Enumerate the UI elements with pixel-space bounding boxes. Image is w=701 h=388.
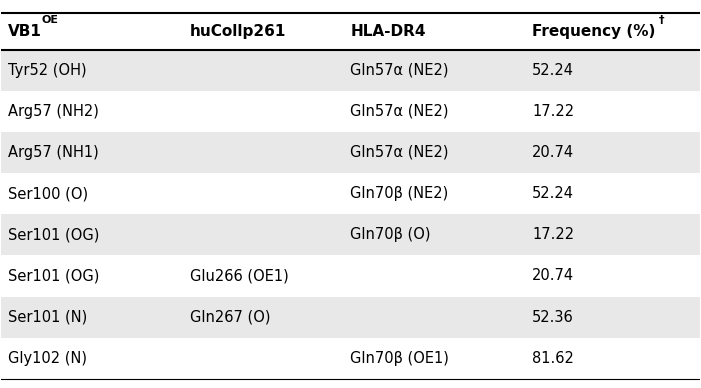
Text: HLA-DR4: HLA-DR4 [350,24,426,39]
Text: Tyr52 (OH): Tyr52 (OH) [8,62,87,78]
Text: 17.22: 17.22 [532,227,574,242]
Text: 17.22: 17.22 [532,104,574,119]
Text: 20.74: 20.74 [532,145,574,160]
FancyBboxPatch shape [1,296,700,338]
Text: Frequency (%): Frequency (%) [532,24,655,39]
Text: Ser100 (O): Ser100 (O) [8,186,88,201]
Text: Gln57α (NE2): Gln57α (NE2) [350,104,449,119]
FancyBboxPatch shape [1,50,700,91]
Text: Arg57 (NH2): Arg57 (NH2) [8,104,100,119]
Text: 52.24: 52.24 [532,186,574,201]
Text: 20.74: 20.74 [532,268,574,284]
Text: Gln70β (O): Gln70β (O) [350,227,431,242]
Text: Ser101 (OG): Ser101 (OG) [8,227,100,242]
Text: Gln57α (NE2): Gln57α (NE2) [350,62,449,78]
Text: Ser101 (OG): Ser101 (OG) [8,268,100,284]
FancyBboxPatch shape [1,214,700,255]
Text: OE: OE [41,16,58,26]
Text: 52.24: 52.24 [532,62,574,78]
Text: huCollp261: huCollp261 [190,24,286,39]
Text: 81.62: 81.62 [532,351,574,366]
Text: Gln70β (NE2): Gln70β (NE2) [350,186,449,201]
Text: Gln57α (NE2): Gln57α (NE2) [350,145,449,160]
Text: †: † [659,16,665,26]
Text: Gly102 (N): Gly102 (N) [8,351,88,366]
Text: Gln70β (OE1): Gln70β (OE1) [350,351,449,366]
Text: Glu266 (OE1): Glu266 (OE1) [190,268,289,284]
Text: Ser101 (N): Ser101 (N) [8,310,88,325]
Text: VB1: VB1 [8,24,42,39]
Text: Gln267 (O): Gln267 (O) [190,310,271,325]
FancyBboxPatch shape [1,132,700,173]
Text: Arg57 (NH1): Arg57 (NH1) [8,145,99,160]
Text: 52.36: 52.36 [532,310,574,325]
